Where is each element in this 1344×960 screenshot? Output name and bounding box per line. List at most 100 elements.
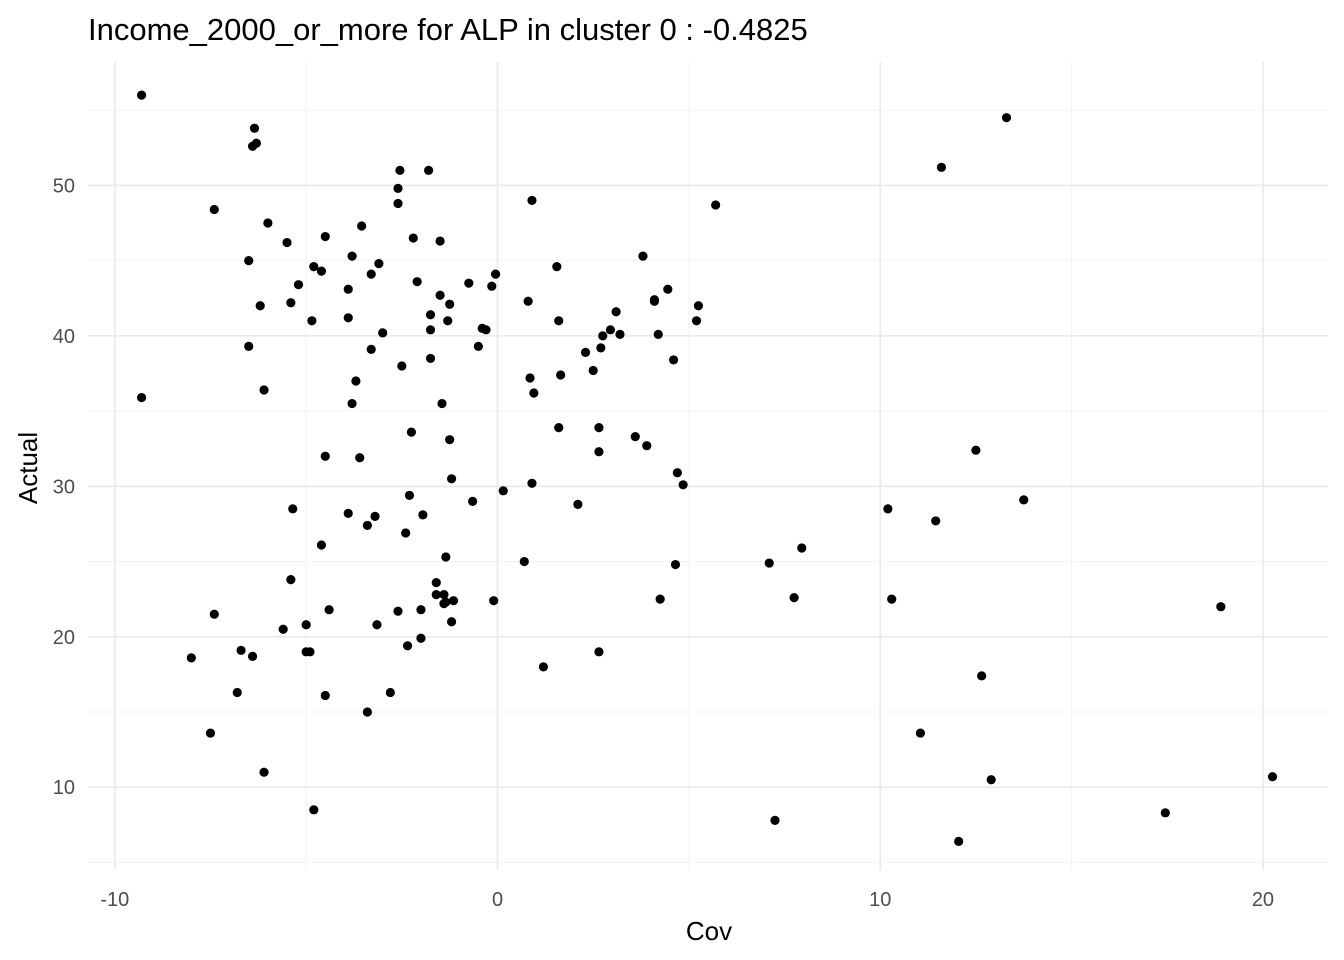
data-point	[649, 295, 660, 305]
data-point	[446, 617, 457, 627]
data-point	[232, 687, 242, 698]
y-tick-label: 10	[53, 777, 75, 799]
data-point	[355, 453, 365, 463]
data-point	[691, 316, 702, 326]
data-point	[251, 138, 261, 148]
data-point	[282, 237, 292, 248]
data-point	[653, 329, 663, 339]
data-point	[324, 605, 334, 615]
data-point	[347, 398, 357, 409]
data-point	[693, 301, 704, 311]
data-point	[954, 836, 964, 847]
data-point	[288, 504, 298, 514]
data-point	[357, 221, 367, 231]
data-point	[247, 651, 258, 661]
data-point	[439, 590, 449, 600]
x-tick-label: -10	[100, 889, 129, 911]
y-tick-label: 20	[53, 627, 75, 649]
data-point	[435, 236, 445, 246]
data-point	[249, 123, 260, 133]
data-point	[971, 445, 981, 455]
data-point	[307, 316, 317, 326]
data-point	[605, 325, 616, 335]
data-point	[764, 558, 774, 568]
data-point	[378, 328, 388, 338]
data-point	[1019, 495, 1029, 505]
data-point	[425, 310, 436, 320]
data-point	[915, 728, 926, 738]
data-point	[136, 90, 147, 100]
data-point	[286, 575, 296, 585]
data-point	[473, 341, 483, 351]
data-points	[136, 90, 1278, 847]
data-point	[255, 301, 265, 311]
data-point	[437, 398, 447, 409]
data-point	[887, 594, 897, 604]
data-point	[977, 671, 987, 681]
data-point	[425, 325, 436, 335]
y-axis-title: Actual	[13, 432, 43, 504]
data-point	[259, 385, 269, 395]
data-point	[580, 347, 591, 357]
data-point	[1001, 113, 1012, 123]
x-tick-label: 10	[869, 889, 891, 911]
data-point	[498, 486, 508, 496]
data-point	[244, 256, 254, 266]
data-point	[431, 578, 441, 588]
data-point	[263, 218, 273, 228]
data-point	[538, 662, 549, 672]
data-point	[374, 259, 384, 269]
data-point	[372, 620, 382, 630]
data-point	[416, 633, 426, 643]
data-point	[448, 596, 459, 606]
data-point	[393, 183, 403, 193]
data-point	[393, 606, 403, 616]
data-point	[446, 474, 457, 484]
data-point	[931, 516, 941, 526]
data-point	[1160, 808, 1170, 818]
data-point	[209, 609, 219, 619]
data-point	[598, 331, 608, 341]
data-point	[481, 325, 491, 335]
data-point	[370, 511, 380, 522]
data-point	[670, 559, 681, 570]
data-point	[316, 266, 327, 276]
data-point	[556, 370, 566, 380]
data-point	[489, 596, 499, 606]
data-point	[385, 687, 395, 698]
data-point	[594, 647, 604, 657]
data-point	[487, 281, 497, 291]
data-point	[320, 451, 330, 461]
data-point	[519, 556, 529, 567]
data-point	[395, 165, 405, 175]
data-point	[397, 361, 407, 371]
data-point	[351, 376, 361, 386]
data-point	[573, 499, 583, 509]
data-point	[468, 496, 478, 506]
data-point	[554, 316, 564, 326]
data-point	[347, 251, 357, 261]
grid-lines	[88, 62, 1328, 870]
data-point	[789, 593, 799, 603]
data-point	[416, 605, 426, 615]
data-point	[343, 313, 353, 323]
data-point	[424, 165, 434, 175]
data-point	[404, 490, 415, 500]
y-tick-label: 40	[53, 326, 75, 348]
data-point	[425, 353, 436, 364]
data-point	[529, 388, 539, 398]
data-point	[412, 277, 422, 287]
data-point	[527, 195, 537, 206]
data-point	[711, 200, 721, 210]
x-tick-label: 20	[1252, 889, 1274, 911]
data-point	[393, 198, 403, 209]
data-point	[362, 520, 372, 531]
data-point	[770, 815, 780, 825]
data-point	[418, 510, 428, 520]
data-point	[366, 344, 376, 354]
data-point	[445, 435, 455, 445]
data-point	[552, 262, 562, 272]
data-point	[642, 441, 652, 451]
